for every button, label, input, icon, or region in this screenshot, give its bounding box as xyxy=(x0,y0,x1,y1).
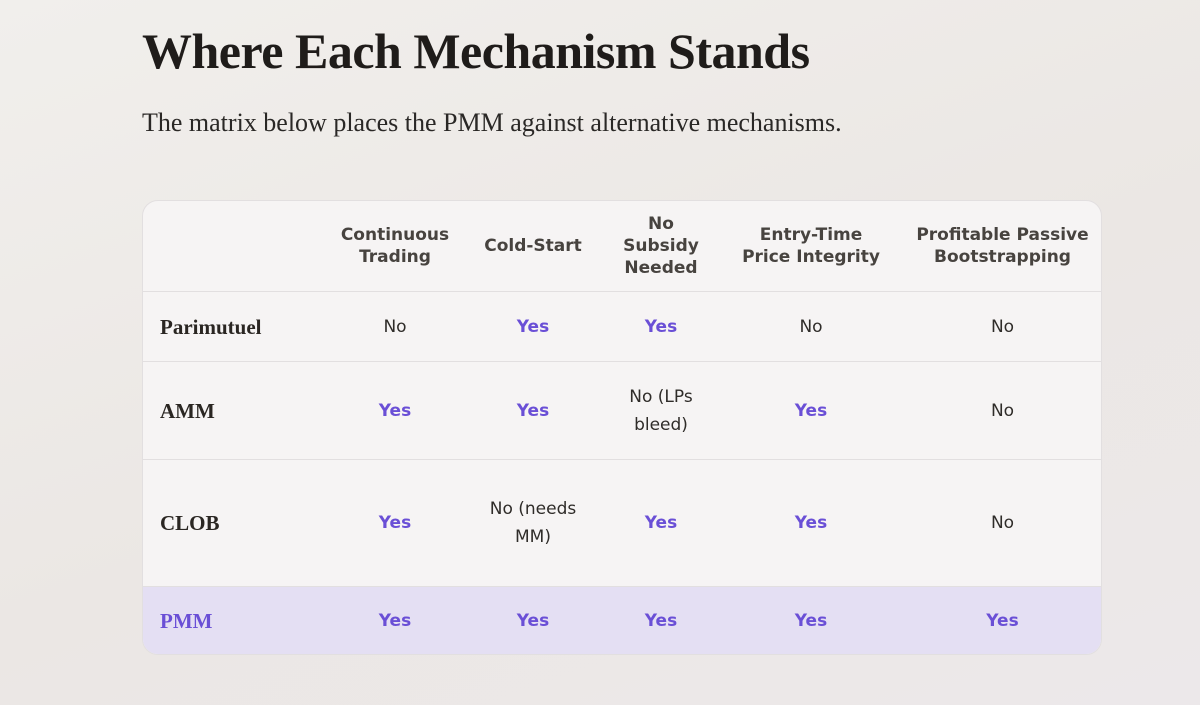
matrix-cell: Yes xyxy=(326,459,464,587)
matrix-cell: No xyxy=(902,291,1101,362)
matrix-cell: Yes xyxy=(720,459,902,587)
column-header: Profitable Passive Bootstrapping xyxy=(916,225,1089,267)
matrix-card: Continuous Trading Cold-Start No Subsidy N… xyxy=(142,200,1102,655)
column-header: Continuous Trading xyxy=(340,225,450,267)
matrix-cell: Yes xyxy=(720,361,902,460)
matrix-cell: No xyxy=(902,361,1101,460)
table-row: Parimutuel No Yes Yes No No xyxy=(143,291,1101,362)
column-header: No Subsidy Needed xyxy=(623,214,699,278)
matrix-cell: Yes xyxy=(602,459,720,587)
title: Where Each Mechanism Stands xyxy=(142,23,810,79)
matrix-cell: Yes xyxy=(326,361,464,460)
subtitle: The matrix below places the PMM against … xyxy=(142,108,842,137)
matrix-cell: Yes xyxy=(464,586,602,654)
table-row: PMM Yes Yes Yes Yes Yes xyxy=(143,586,1101,654)
matrix-cell: Yes xyxy=(602,586,720,654)
table-row: CLOB Yes No (needs MM) Yes Yes No xyxy=(143,459,1101,587)
matrix-cell: Yes xyxy=(326,586,464,654)
matrix-cell: No xyxy=(326,291,464,362)
matrix-cell: Yes xyxy=(464,291,602,362)
matrix-cell: Yes xyxy=(464,361,602,460)
corner-cell xyxy=(143,201,326,292)
row-label: Parimutuel xyxy=(143,291,326,362)
column-header: Cold-Start xyxy=(484,236,582,256)
header-row: Continuous Trading Cold-Start No Subsidy N… xyxy=(143,201,1101,292)
matrix-table: Continuous Trading Cold-Start No Subsidy N… xyxy=(143,201,1101,654)
matrix-cell: No (needs MM) xyxy=(464,459,602,587)
matrix-cell: Yes xyxy=(902,586,1101,654)
table-body: Parimutuel No Yes Yes No No AMM Yes Yes No (LPs b… xyxy=(143,291,1101,654)
matrix-cell: No xyxy=(902,459,1101,587)
matrix-cell: No (LPs bleed) xyxy=(602,361,720,460)
column-header: Entry-Time Price Integrity xyxy=(742,225,880,267)
row-label: PMM xyxy=(143,586,326,654)
matrix-cell: No xyxy=(720,291,902,362)
matrix-cell: Yes xyxy=(602,291,720,362)
table-row: AMM Yes Yes No (LPs bleed) Yes No xyxy=(143,361,1101,460)
row-label: AMM xyxy=(143,361,326,460)
matrix-cell: Yes xyxy=(720,586,902,654)
row-label: CLOB xyxy=(143,459,326,587)
